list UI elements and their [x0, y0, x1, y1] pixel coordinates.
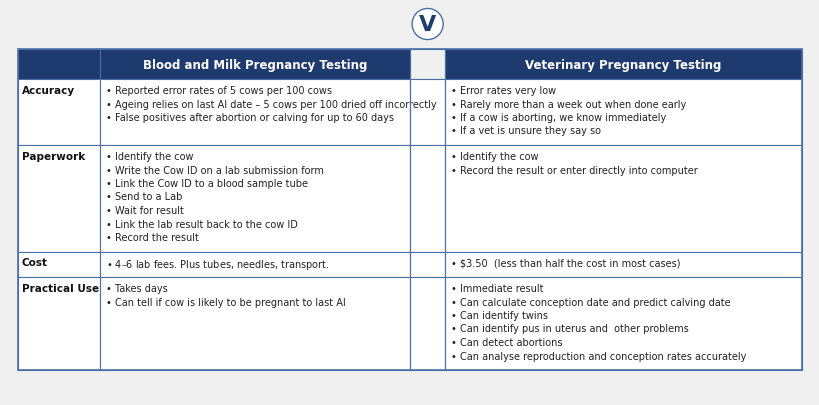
Text: • Rarely more than a week out when done early: • Rarely more than a week out when done … [450, 99, 686, 109]
Text: • Can analyse reproduction and conception rates accurately: • Can analyse reproduction and conceptio… [450, 351, 746, 360]
Text: Accuracy: Accuracy [22, 86, 75, 96]
Bar [445, 277, 801, 370]
Text: Cost: Cost [22, 258, 48, 268]
Text: • $3.50  (less than half the cost in most cases): • $3.50 (less than half the cost in most… [450, 258, 680, 268]
Text: • If a cow is aborting, we know immediately: • If a cow is aborting, we know immediat… [450, 113, 666, 123]
Bar [410, 252, 445, 277]
Bar [100, 146, 410, 252]
Bar [18, 146, 100, 252]
Text: • Link the Cow ID to a blood sample tube: • Link the Cow ID to a blood sample tube [106, 179, 308, 189]
Bar [445, 50, 801, 80]
Text: Veterinary Pregnancy Testing: Veterinary Pregnancy Testing [525, 58, 721, 71]
Text: • Immediate result: • Immediate result [450, 284, 543, 293]
Bar [445, 146, 801, 252]
Bar [18, 50, 801, 370]
Text: • False positives after abortion or calving for up to 60 days: • False positives after abortion or calv… [106, 113, 394, 123]
Text: • Write the Cow ID on a lab submission form: • Write the Cow ID on a lab submission f… [106, 165, 324, 175]
Bar [410, 80, 445, 146]
Bar [100, 50, 410, 80]
Bar [410, 50, 445, 80]
Text: • Link the lab result back to the cow ID: • Link the lab result back to the cow ID [106, 219, 298, 229]
Text: • Ageing relies on last AI date – 5 cows per 100 dried off incorrectly: • Ageing relies on last AI date – 5 cows… [106, 99, 437, 109]
Text: • Can identify pus in uterus and  other problems: • Can identify pus in uterus and other p… [450, 324, 688, 334]
Text: • Send to a Lab: • Send to a Lab [106, 192, 183, 202]
Bar [18, 252, 100, 277]
Bar [100, 80, 410, 146]
Text: • Identify the cow: • Identify the cow [106, 151, 193, 162]
Text: Paperwork: Paperwork [22, 151, 85, 162]
Text: • Wait for result: • Wait for result [106, 205, 184, 215]
Text: • If a vet is unsure they say so: • If a vet is unsure they say so [450, 126, 600, 136]
Text: • Reported error rates of 5 cows per 100 cows: • Reported error rates of 5 cows per 100… [106, 86, 332, 96]
Bar [100, 277, 410, 370]
Text: Blood and Milk Pregnancy Testing: Blood and Milk Pregnancy Testing [143, 58, 367, 71]
Text: • Can identify twins: • Can identify twins [450, 310, 548, 320]
Bar [445, 80, 801, 146]
Bar [410, 277, 445, 370]
Bar [18, 80, 100, 146]
Text: • Takes days: • Takes days [106, 284, 168, 293]
Text: • Can tell if cow is likely to be pregnant to last AI: • Can tell if cow is likely to be pregna… [106, 297, 346, 307]
Text: • Record the result or enter directly into computer: • Record the result or enter directly in… [450, 165, 697, 175]
Bar [100, 252, 410, 277]
Text: Practical Use: Practical Use [22, 284, 99, 293]
Text: • Record the result: • Record the result [106, 232, 199, 243]
Text: • Can calculate conception date and predict calving date: • Can calculate conception date and pred… [450, 297, 730, 307]
Bar [410, 50, 445, 80]
Bar [445, 252, 801, 277]
Text: • Identify the cow: • Identify the cow [450, 151, 538, 162]
Bar [18, 277, 100, 370]
Text: • Can detect abortions: • Can detect abortions [450, 337, 562, 347]
Text: • $4–$6 lab fees. Plus tubes, needles, transport.: • $4–$6 lab fees. Plus tubes, needles, t… [106, 258, 329, 272]
Text: V: V [419, 15, 436, 35]
Text: • Error rates very low: • Error rates very low [450, 86, 556, 96]
Bar [410, 146, 445, 252]
Bar [18, 50, 100, 80]
Bar [18, 50, 801, 370]
